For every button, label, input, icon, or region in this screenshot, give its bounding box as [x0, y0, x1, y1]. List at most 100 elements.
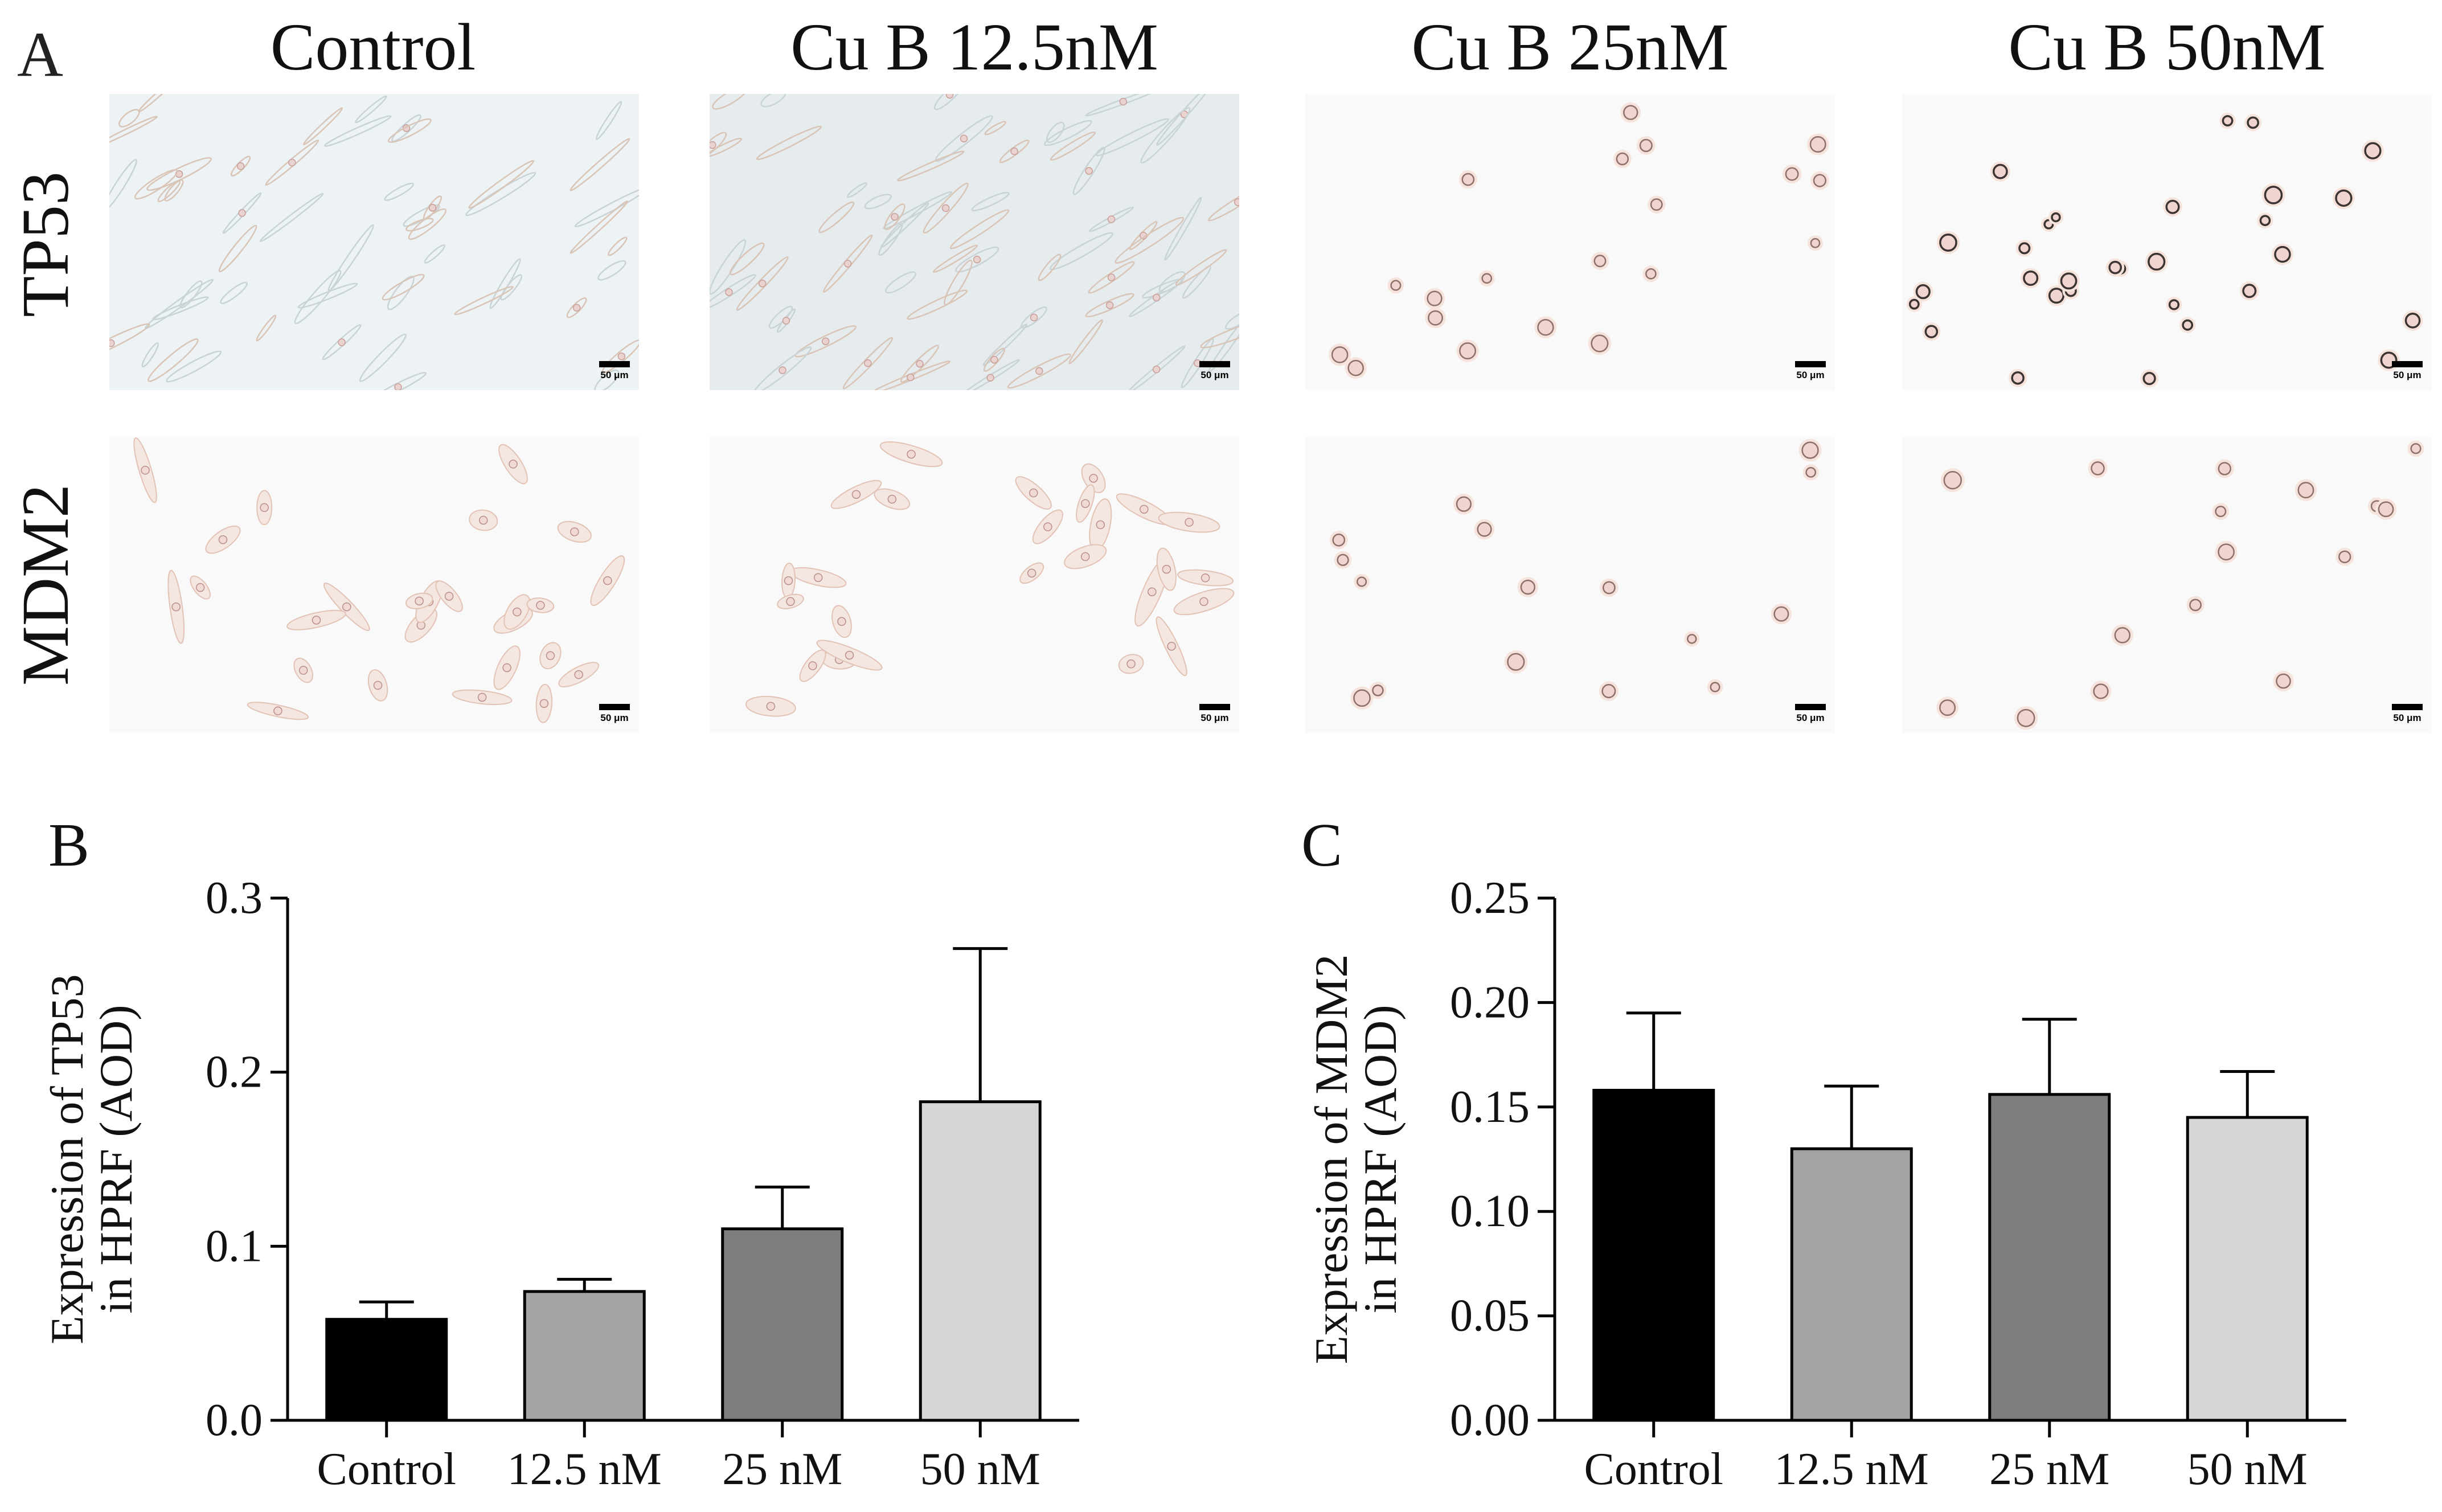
cell: [729, 242, 765, 276]
micrograph-canvas: [1902, 94, 2432, 390]
cell-nucleus: [288, 158, 296, 167]
cell: [1115, 216, 1185, 264]
cell: [134, 169, 178, 200]
cell-nucleus: [171, 602, 181, 612]
cell-nucleus: [837, 617, 846, 626]
cells-group: [1329, 102, 1829, 379]
cell: [2259, 215, 2271, 226]
cell: [1372, 685, 1384, 696]
cell: [1813, 174, 1827, 187]
cell-nucleus: [572, 304, 581, 312]
cell: [594, 369, 620, 390]
cell: [2093, 683, 2109, 699]
cell: [884, 203, 905, 231]
cell-nucleus: [960, 134, 968, 143]
cell: [424, 244, 445, 264]
x-tick-label: 12.5 nM: [1775, 1444, 1929, 1494]
cell-nucleus: [851, 490, 861, 499]
y-axis-label-line: Expression of MDM2: [1305, 954, 1357, 1365]
cell-nucleus: [725, 288, 733, 296]
cell-nucleus: [312, 616, 321, 625]
cell: [2218, 462, 2231, 476]
chart-b-svg: B Expression of TP53in HPRF (AOD) 0.0 0.1 0.…: [41, 812, 1079, 1494]
cell: [1085, 293, 1134, 318]
cell-nucleus: [1148, 587, 1157, 596]
cell: [1200, 319, 1239, 349]
cell: [1225, 310, 1239, 330]
cell-nucleus: [1167, 641, 1176, 651]
cell: [1943, 470, 1962, 490]
cell: [885, 271, 916, 294]
cell: [1088, 261, 1135, 294]
cell: [2335, 189, 2353, 207]
cell: [2222, 115, 2234, 126]
scale-bar-label: 50 μm: [600, 712, 629, 723]
scale-bar: 50 μm: [1198, 704, 1231, 724]
cell: [1164, 196, 1202, 261]
cell: [1805, 466, 1817, 478]
cell: [907, 289, 968, 320]
cell-nucleus: [1085, 167, 1093, 175]
cell-nucleus: [238, 209, 246, 217]
x-tick-label: 50 nM: [920, 1444, 1040, 1494]
y-axis-label-line: in HPRF (AOD): [90, 1005, 142, 1313]
cell: [2276, 673, 2291, 689]
cell-nucleus: [477, 693, 487, 702]
scale-bar-line: [599, 361, 630, 367]
cell: [1331, 346, 1349, 363]
scale-bar: 50 μm: [598, 704, 631, 724]
cell: [303, 107, 343, 145]
y-axis-label-line: in HPRF (AOD): [1354, 1005, 1406, 1313]
cell-nucleus: [394, 383, 402, 390]
cell: [359, 333, 407, 382]
cell: [753, 346, 812, 390]
cell: [454, 286, 514, 315]
cell-nucleus: [1199, 597, 1208, 607]
cell: [2182, 319, 2194, 331]
panel-b-letter: B: [48, 812, 89, 879]
y-tick-label: 0.2: [206, 1047, 263, 1097]
cell-nucleus: [574, 670, 583, 679]
cell: [1050, 131, 1096, 161]
cell: [2297, 482, 2314, 499]
cell: [971, 191, 1010, 212]
micrograph-canvas: [109, 437, 639, 733]
scale-bar: 50 μm: [1794, 704, 1827, 724]
cell: [382, 273, 425, 301]
cell: [923, 182, 969, 234]
cell: [1785, 167, 1799, 181]
cell: [355, 95, 387, 124]
y-axis-label-line: Expression of TP53: [41, 974, 93, 1345]
cell: [1939, 233, 1957, 252]
cell-nucleus: [1080, 552, 1090, 562]
column-title-cub-25: Cu B 25nM: [1411, 10, 1729, 84]
cell-nucleus: [479, 515, 488, 525]
scale-bar-line: [599, 704, 630, 710]
cells-group: [1936, 440, 2424, 730]
bar-25-nm: [1988, 1093, 2111, 1422]
y-tick-label: 0.25: [1450, 873, 1530, 923]
scale-bar-label: 50 μm: [1200, 712, 1229, 723]
cell: [388, 118, 432, 143]
cell: [138, 94, 179, 113]
cell: [2364, 142, 2382, 159]
cell-nucleus: [273, 706, 282, 715]
cell: [1175, 249, 1227, 286]
cell-nucleus: [260, 503, 269, 513]
cells-group: [745, 441, 1235, 717]
cell-nucleus: [1043, 522, 1052, 531]
cell: [157, 180, 181, 203]
cell-nucleus: [1126, 659, 1136, 669]
cell: [2378, 501, 2394, 518]
row-label-mdm2: MDM2: [8, 483, 83, 686]
cell-nucleus: [603, 576, 612, 585]
panel-a-letter: A: [17, 19, 63, 90]
cell: [932, 244, 978, 273]
cell: [1481, 273, 1493, 284]
micrograph-canvas: [710, 94, 1239, 390]
cell-nucleus: [808, 661, 817, 670]
bar-control: [325, 1318, 448, 1422]
cell-nucleus: [758, 280, 767, 288]
cell: [1477, 522, 1492, 537]
bar-12-5-nm: [523, 1290, 646, 1422]
